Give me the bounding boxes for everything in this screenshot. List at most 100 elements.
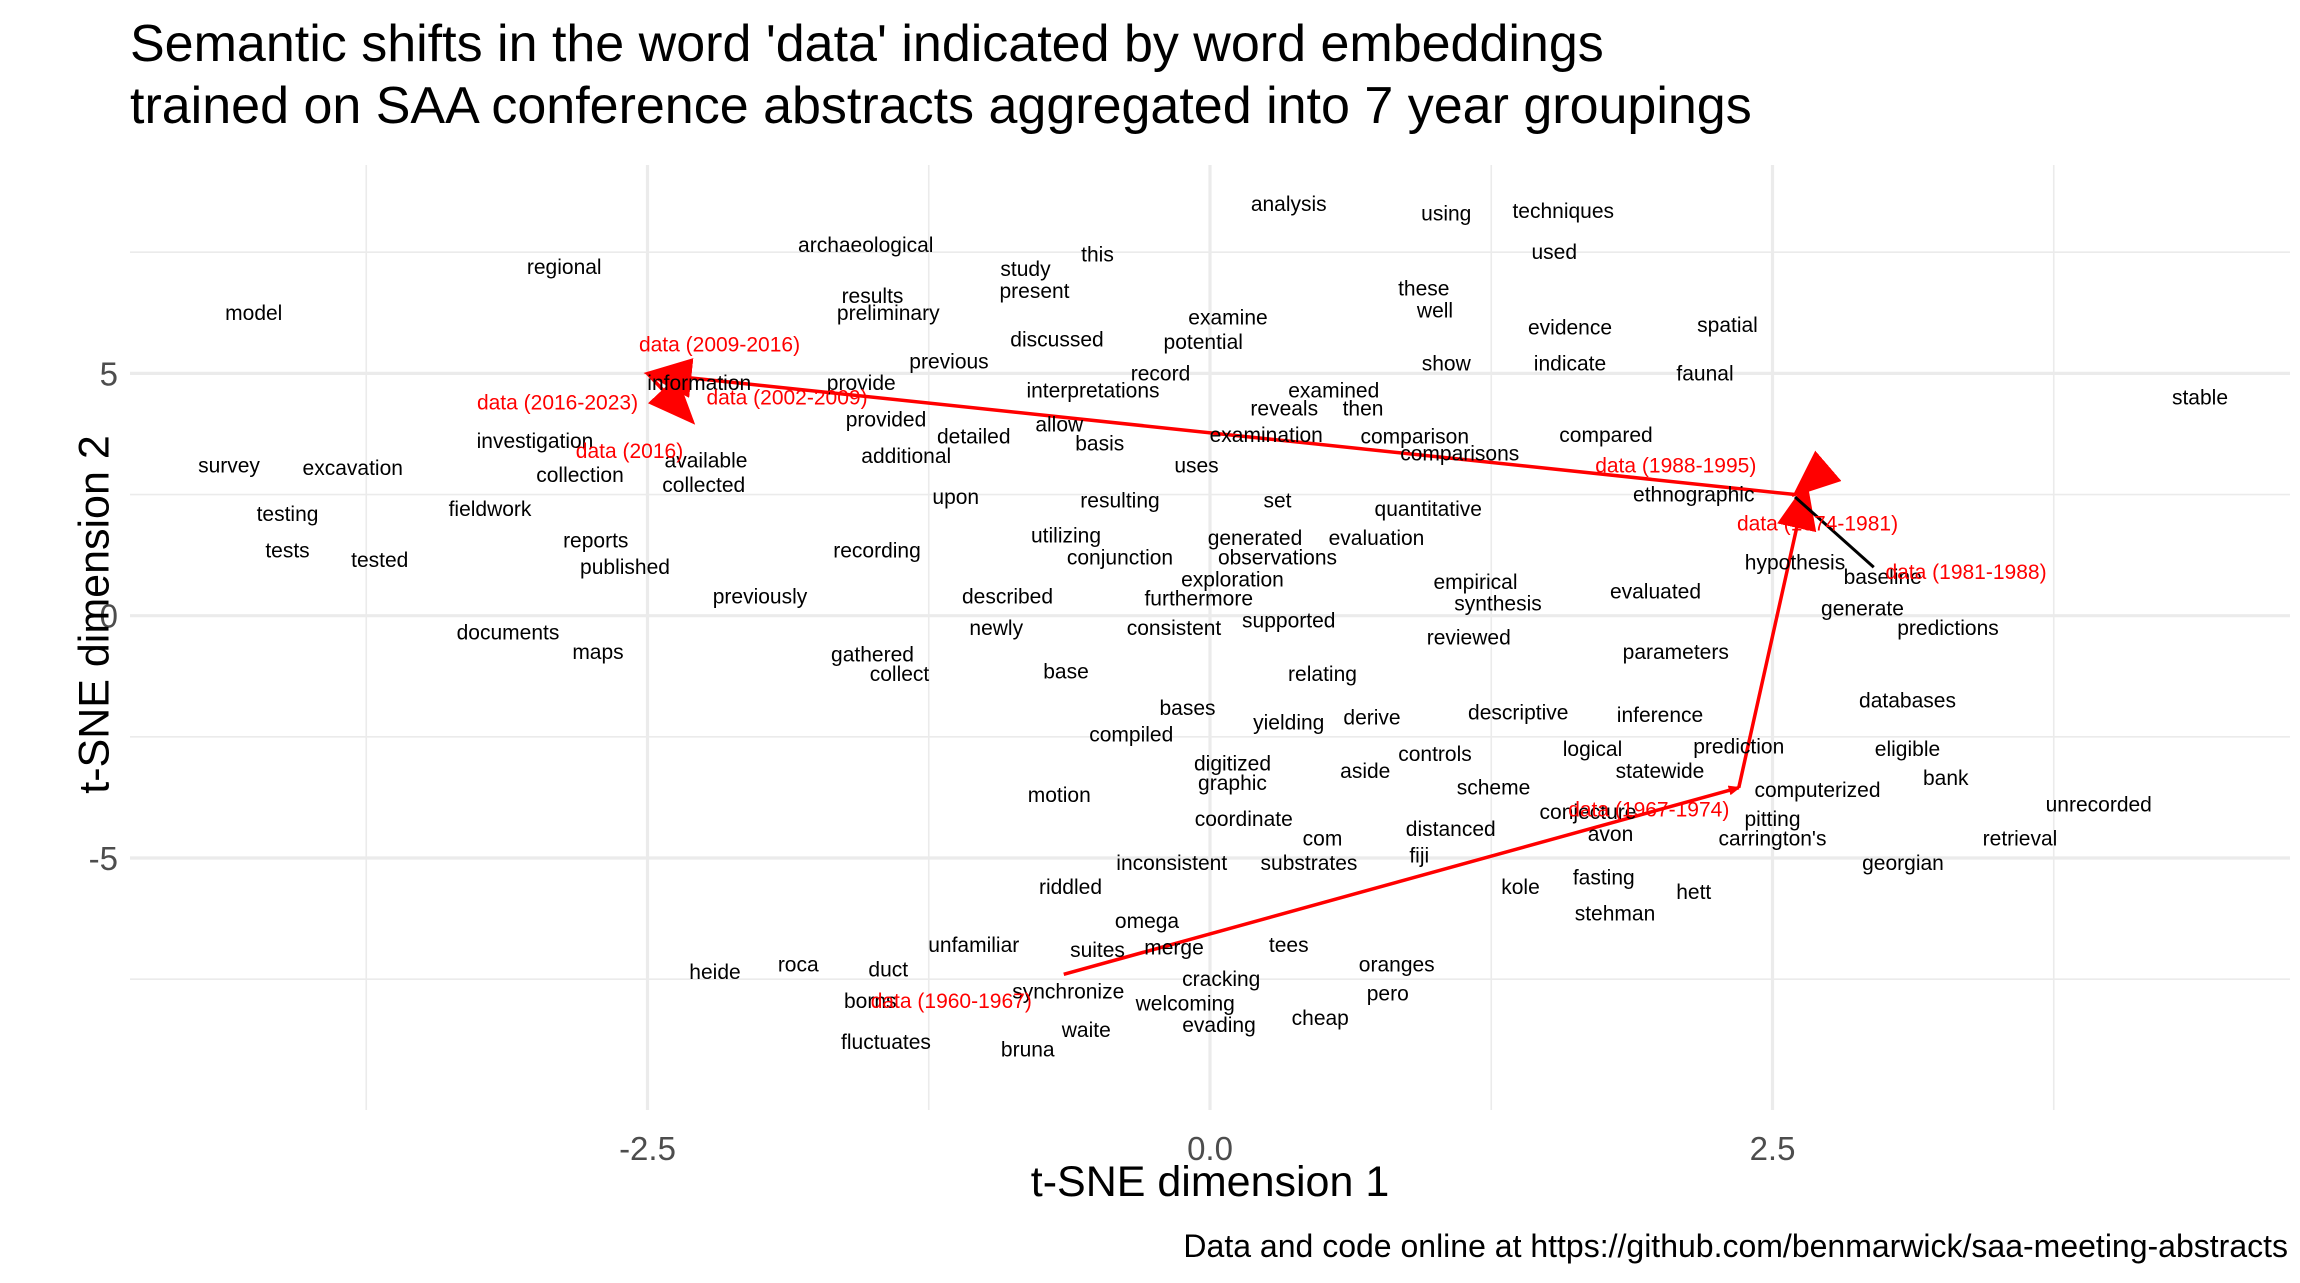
word-label: comparison (1360, 425, 1469, 448)
data-label: data (1960-1967) (871, 990, 1032, 1013)
word-label: exploration (1181, 568, 1284, 591)
word-label: controls (1398, 743, 1472, 766)
word-label: unrecorded (2046, 794, 2152, 817)
word-label: omega (1115, 910, 1180, 933)
word-label: detailed (937, 425, 1011, 448)
word-label: cracking (1182, 968, 1260, 991)
word-label: databases (1859, 690, 1956, 713)
word-label: interpretations (1026, 379, 1159, 402)
word-label: utilizing (1031, 525, 1101, 548)
word-label: evaluated (1610, 580, 1701, 603)
axis-ticks: -2.5 0.0 2.5 -5 0 5 (89, 355, 1796, 1167)
data-label: data (1981-1988) (1885, 561, 2046, 584)
word-label: welcoming (1135, 992, 1235, 1015)
word-label: derive (1343, 706, 1400, 729)
word-label: survey (198, 454, 260, 477)
word-label: record (1131, 362, 1191, 385)
chart-caption: Data and code online at https://github.c… (1183, 1228, 2288, 1264)
word-label: baseline (1844, 566, 1922, 589)
word-label: basis (1075, 433, 1124, 456)
word-label: graphic (1198, 772, 1267, 795)
word-label: information (647, 372, 751, 395)
word-label: yielding (1253, 711, 1324, 734)
trajectory-segment (643, 358, 1796, 497)
word-label: empirical (1433, 571, 1517, 594)
word-label: logical (1563, 738, 1623, 761)
word-label: com (1303, 828, 1343, 851)
word-label: provided (846, 408, 927, 431)
word-label: hypothesis (1745, 551, 1845, 574)
x-tick-label: 2.5 (1750, 1130, 1796, 1167)
word-label: parameters (1623, 641, 1729, 664)
word-label: reviewed (1427, 627, 1511, 650)
word-label: regional (527, 256, 602, 279)
chart-title: Semantic shifts in the word 'data' indic… (130, 15, 1604, 73)
data-label: data (2009-2016) (639, 333, 800, 356)
word-label: excavation (303, 457, 403, 480)
word-label: uses (1174, 454, 1218, 477)
word-label: merge (1144, 937, 1204, 960)
trajectory-arrows (643, 358, 1875, 976)
word-label: model (225, 302, 282, 325)
word-label: well (1416, 299, 1453, 322)
word-label: reports (563, 530, 628, 553)
word-label: used (1531, 241, 1577, 264)
word-label: tested (351, 549, 408, 572)
word-label: base (1043, 660, 1089, 683)
word-label: upon (932, 486, 979, 509)
word-label: results (842, 285, 904, 308)
word-label: oranges (1359, 954, 1435, 977)
data-label: data (1967-1974) (1568, 799, 1729, 822)
word-label: computerized (1754, 779, 1880, 802)
word-label: discussed (1010, 328, 1103, 351)
word-label: comparisons (1400, 442, 1519, 465)
chart-subtitle: trained on SAA conference abstracts aggr… (130, 77, 1752, 135)
word-label: avon (1588, 823, 1634, 846)
word-label: recording (833, 539, 921, 562)
word-label: duct (868, 958, 908, 981)
word-label: testing (257, 503, 319, 526)
word-label: supported (1242, 610, 1335, 633)
word-label: fluctuates (841, 1031, 931, 1054)
word-label: preliminary (837, 302, 940, 325)
data-labels: data (1960-1967) data (1967-1974) data (19… (477, 333, 2047, 1013)
short-arrow (1794, 495, 1875, 569)
x-axis-title: t-SNE dimension 1 (1030, 1158, 1390, 1206)
trajectory-segment (1737, 480, 1817, 789)
word-label: show (1422, 353, 1472, 376)
x-tick-label: -2.5 (619, 1130, 676, 1167)
word-label: motion (1028, 784, 1091, 807)
word-label: inconsistent (1116, 852, 1227, 875)
word-labels: analysis using techniques archaeological thi… (198, 193, 2228, 1062)
word-label: examined (1288, 379, 1379, 402)
word-label: stable (2172, 387, 2228, 410)
x-tick-label: 0.0 (1187, 1130, 1233, 1167)
word-label: previously (713, 585, 808, 608)
word-label: digitized (1194, 753, 1271, 776)
word-label: additional (861, 445, 951, 468)
word-label: tests (265, 539, 309, 562)
word-label: previous (909, 350, 988, 373)
word-label: evaluation (1329, 527, 1425, 550)
word-label: reveals (1250, 397, 1318, 420)
word-label: bank (1923, 767, 1969, 790)
word-label: compared (1559, 424, 1652, 447)
word-label: retrieval (1983, 828, 2058, 851)
word-label: this (1081, 244, 1114, 267)
trajectory-segment (1063, 785, 1741, 976)
word-label: unfamiliar (928, 934, 1019, 957)
word-label: predictions (1897, 617, 1999, 640)
word-label: relating (1288, 663, 1357, 686)
word-label: furthermore (1144, 588, 1253, 611)
word-label: spatial (1697, 314, 1758, 337)
word-label: roca (778, 954, 819, 977)
word-label: collection (536, 464, 624, 487)
word-label: described (962, 585, 1053, 608)
word-label: heide (689, 961, 740, 984)
word-label: present (999, 280, 1069, 303)
word-label: hett (1676, 881, 1711, 904)
word-label: resulting (1080, 489, 1159, 512)
word-label: using (1421, 202, 1471, 225)
word-label: compiled (1089, 723, 1173, 746)
